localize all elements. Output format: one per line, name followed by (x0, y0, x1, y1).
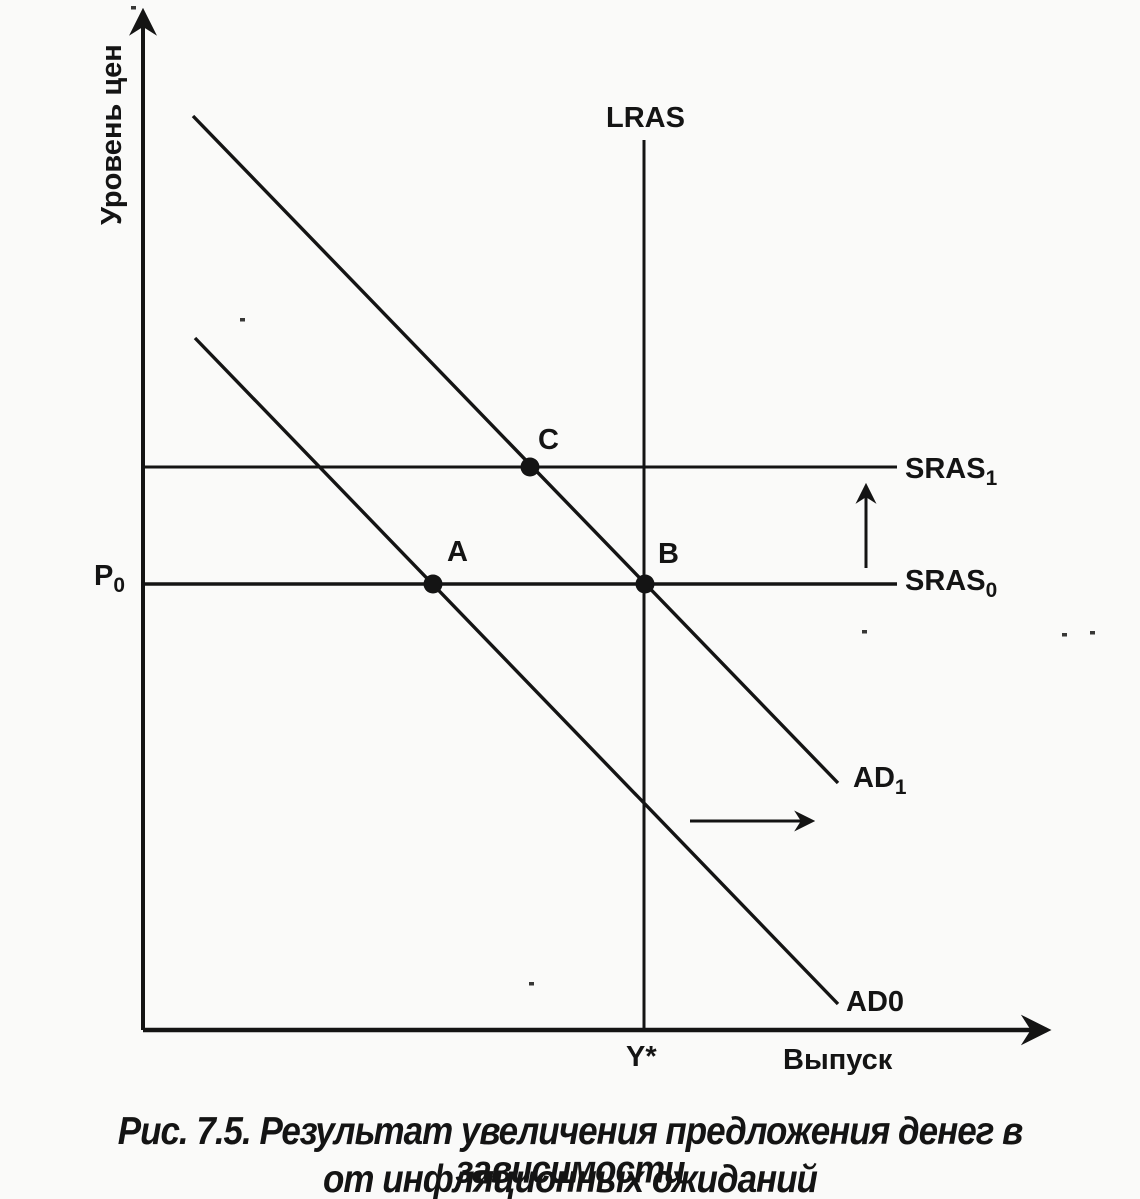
x-axis-title: Выпуск (783, 1044, 893, 1076)
scan-speck-0 (131, 6, 136, 10)
ad0-label: AD0 (846, 986, 905, 1018)
equilibrium-point-c (520, 457, 540, 477)
plot-canvas (129, 6, 1095, 1046)
ystar-tick-label: Y* (626, 1041, 657, 1073)
figure-caption-line1: Рис. 7.5. Результат увеличения предложен… (117, 1109, 1024, 1192)
scan-speck-2 (862, 630, 867, 634)
sras0-base: SRAS (905, 565, 986, 597)
scan-speck-5 (529, 982, 534, 986)
sras1-label: SRAS1 (905, 455, 997, 490)
sras0-label: SRAS0 (905, 567, 997, 602)
p0-base: P (94, 560, 114, 592)
scan-speck-1 (240, 318, 245, 322)
p0-tick-label: P0 (94, 562, 125, 597)
ad1-label: AD1 (853, 764, 907, 799)
y-axis-title: Уровень цен (96, 44, 128, 225)
scan-speck-4 (1090, 631, 1095, 635)
p0-sub: 0 (113, 573, 125, 597)
sras1-base: SRAS (905, 453, 986, 485)
sras0-sub: 0 (985, 578, 998, 602)
point-c-label: C (538, 424, 559, 456)
ad1-sub: 1 (894, 775, 907, 799)
point-b-label: B (658, 538, 679, 570)
ad1-base: AD (853, 762, 895, 794)
point-a-label: A (447, 536, 468, 568)
equilibrium-point-b (635, 574, 655, 594)
curve-ad1 (191, 114, 840, 785)
curve-ad0 (193, 336, 840, 1006)
lras-label: LRAS (606, 102, 685, 134)
figure-caption-line2: от инфляционных ожиданий (323, 1157, 818, 1199)
equilibrium-point-a (423, 574, 443, 594)
scan-speck-3 (1062, 633, 1067, 637)
sras1-sub: 1 (985, 466, 998, 490)
